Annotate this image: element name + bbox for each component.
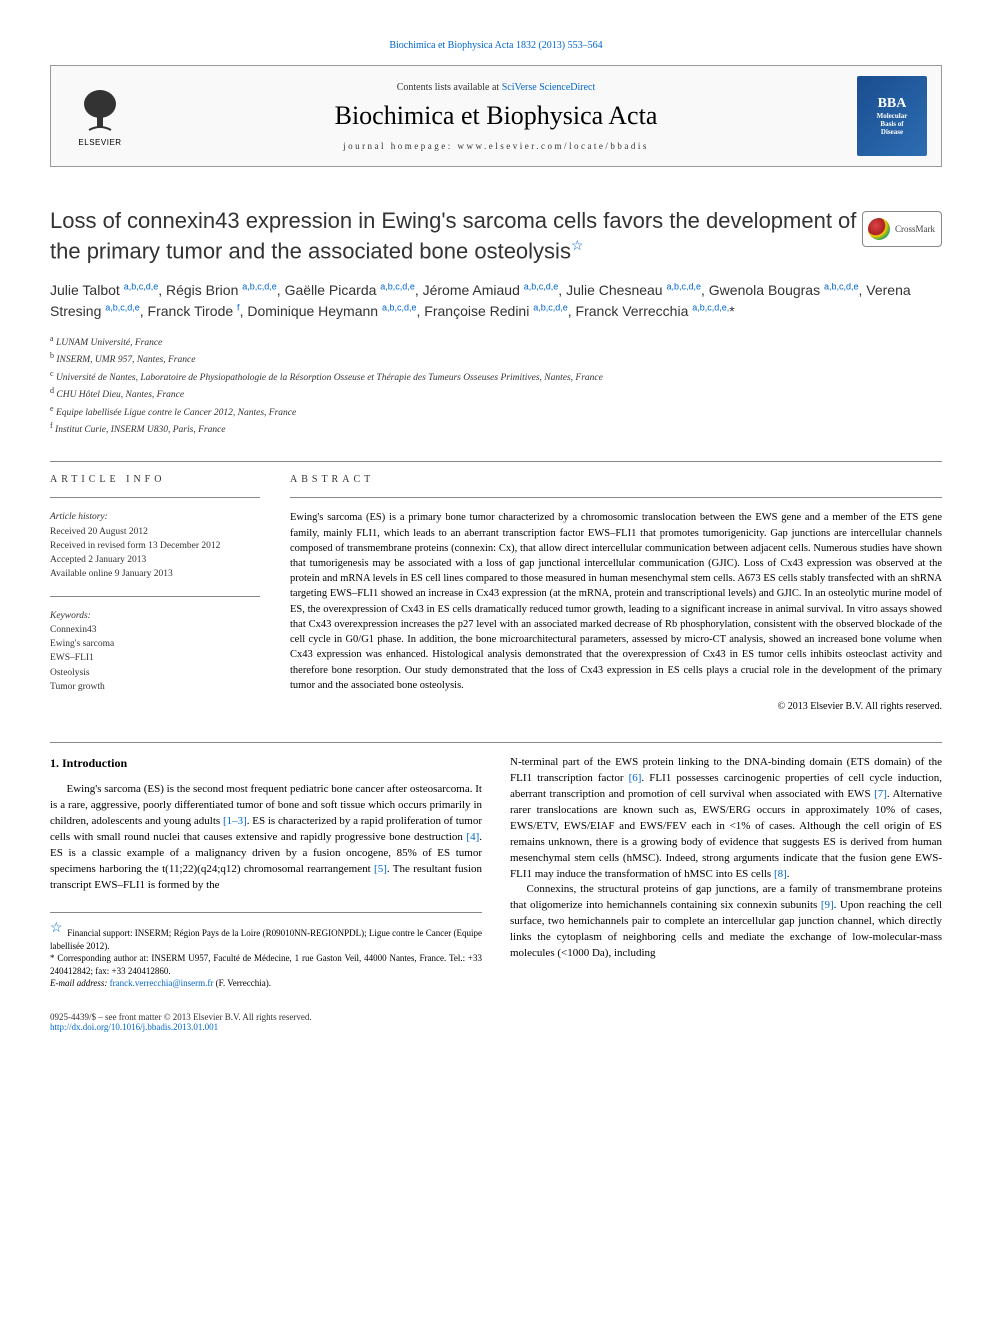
authors-list: Julie Talbot a,b,c,d,e, Régis Brion a,b,…: [50, 280, 942, 323]
corr-email-link[interactable]: franck.verrecchia@inserm.fr: [110, 978, 214, 988]
crossmark-icon: [868, 218, 890, 240]
info-divider: [50, 497, 260, 498]
sciencedirect-link[interactable]: SciVerse ScienceDirect: [502, 82, 596, 93]
abstract-copyright: © 2013 Elsevier B.V. All rights reserved…: [290, 701, 942, 712]
elsevier-tree-icon: [75, 86, 125, 136]
elsevier-logo: ELSEVIER: [65, 76, 135, 156]
abstract-heading: ABSTRACT: [290, 474, 942, 485]
article-title: Loss of connexin43 expression in Ewing's…: [50, 207, 942, 266]
intro-para-3: Connexins, the structural proteins of ga…: [510, 882, 942, 962]
info-divider: [50, 596, 260, 597]
contents-available: Contents lists available at SciVerse Sci…: [135, 82, 857, 93]
section-divider: [50, 461, 942, 462]
bottom-matter: 0925-4439/$ – see front matter © 2013 El…: [50, 1012, 942, 1032]
body-text: 1. Introduction Ewing's sarcoma (ES) is …: [50, 755, 942, 990]
intro-heading: 1. Introduction: [50, 755, 482, 772]
title-footnote-star: ☆: [571, 237, 584, 253]
journal-header-box: ELSEVIER Contents lists available at Sci…: [50, 65, 942, 167]
running-header-link[interactable]: Biochimica et Biophysica Acta 1832 (2013…: [389, 40, 602, 51]
journal-name: Biochimica et Biophysica Acta: [135, 101, 857, 131]
keywords-block: Keywords: Connexin43 Ewing's sarcoma EWS…: [50, 609, 260, 695]
intro-para-1: Ewing's sarcoma (ES) is the second most …: [50, 782, 482, 894]
intro-para-2: N-terminal part of the EWS protein linki…: [510, 755, 942, 883]
abstract-divider: [290, 497, 942, 498]
journal-homepage: journal homepage: www.elsevier.com/locat…: [135, 141, 857, 151]
bba-cover-thumb: BBA Molecular Basis of Disease: [857, 76, 927, 156]
crossmark-label: CrossMark: [895, 224, 935, 234]
section-divider: [50, 742, 942, 743]
elsevier-text: ELSEVIER: [78, 138, 121, 147]
affiliations: a LUNAM Université, Franceb INSERM, UMR …: [50, 333, 942, 437]
crossmark-badge[interactable]: CrossMark: [862, 211, 942, 247]
running-header: Biochimica et Biophysica Acta 1832 (2013…: [50, 40, 942, 51]
doi-link[interactable]: http://dx.doi.org/10.1016/j.bbadis.2013.…: [50, 1022, 218, 1032]
article-history: Article history: Received 20 August 2012…: [50, 510, 260, 581]
footnotes: ☆ Financial support: INSERM; Région Pays…: [50, 912, 482, 990]
abstract-text: Ewing's sarcoma (ES) is a primary bone t…: [290, 510, 942, 693]
article-info-heading: ARTICLE INFO: [50, 474, 260, 485]
